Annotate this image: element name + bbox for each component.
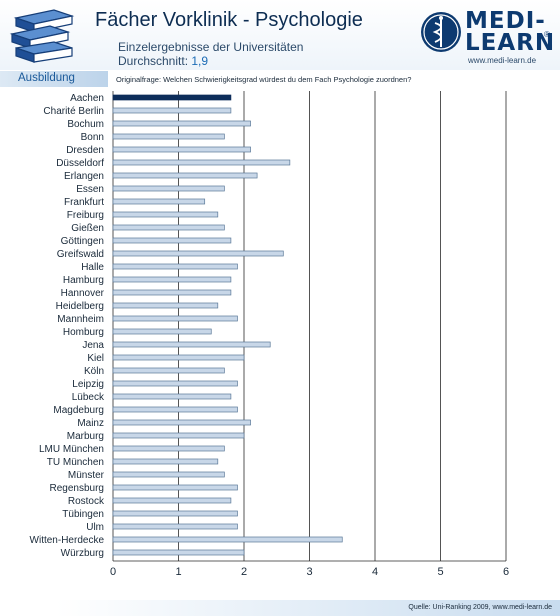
category-label: Dresden (66, 145, 104, 156)
page-title: Fächer Vorklinik - Psychologie (95, 9, 363, 31)
category-label: Münster (68, 470, 105, 481)
category-label: Homburg (63, 327, 104, 338)
logo-line1: MEDI- (465, 8, 546, 34)
bar-5 (112, 159, 291, 166)
category-label: Greifswald (57, 249, 104, 260)
logo-line2: LEARN (465, 30, 556, 56)
bar-17 (112, 315, 238, 322)
bar-34 (112, 536, 343, 543)
footer-band (0, 600, 560, 616)
bar-15 (112, 289, 232, 296)
category-label: Düsseldorf (56, 158, 104, 169)
bar-35 (112, 549, 245, 556)
category-label: Charité Berlin (43, 106, 104, 117)
average-label: Durchschnitt: (118, 54, 189, 68)
x-tick-label: 2 (241, 566, 247, 578)
bar-8 (112, 198, 206, 205)
category-label: Marburg (67, 431, 104, 442)
logo-url: www.medi-learn.de (468, 56, 537, 65)
category-label: Jena (82, 340, 104, 351)
bar-13 (112, 263, 238, 270)
medi-learn-logo: MEDI- LEARN ® www.medi-learn.de (420, 8, 556, 68)
category-label: Halle (81, 262, 104, 273)
bar-32 (112, 510, 238, 517)
page-subtitle: Einzelergebnisse der Universitäten (118, 40, 304, 54)
category-label: Tübingen (62, 509, 104, 520)
category-label: Erlangen (64, 171, 104, 182)
bar-30 (112, 484, 238, 491)
bar-29 (112, 471, 225, 478)
category-label: Heidelberg (56, 301, 104, 312)
bar-16 (112, 302, 219, 309)
category-label: Mannheim (57, 314, 104, 325)
category-label: LMU München (39, 444, 104, 455)
bar-3 (112, 133, 225, 140)
bar-0 (112, 94, 232, 101)
category-label: Freiburg (67, 210, 104, 221)
caduceus-icon (421, 12, 461, 52)
x-tick-label: 3 (306, 566, 312, 578)
category-label: Würzburg (61, 548, 104, 559)
x-tick-label: 6 (503, 566, 509, 578)
bar-12 (112, 250, 284, 257)
bar-1 (112, 107, 232, 114)
bar-6 (112, 172, 258, 179)
bar-28 (112, 458, 219, 465)
bar-10 (112, 224, 225, 231)
bar-21 (112, 367, 225, 374)
category-label: Kiel (87, 353, 104, 364)
bar-26 (112, 432, 245, 439)
bar-23 (112, 393, 232, 400)
category-label: Hamburg (63, 275, 104, 286)
bar-2 (112, 120, 251, 127)
category-label: Gießen (71, 223, 104, 234)
question-text: Originalfrage: Welchen Schwierigkeitsgra… (116, 75, 412, 84)
bar-11 (112, 237, 232, 244)
header: Fächer Vorklinik - Psychologie Einzelerg… (0, 0, 560, 70)
category-label: Rostock (68, 496, 105, 507)
category-label: Lübeck (72, 392, 105, 403)
category-label: Göttingen (61, 236, 104, 247)
bar-18 (112, 328, 212, 335)
bar-4 (112, 146, 251, 153)
x-tick-label: 1 (175, 566, 181, 578)
section-ribbon: Ausbildung (0, 71, 108, 87)
bar-31 (112, 497, 232, 504)
bar-25 (112, 419, 251, 426)
bar-chart: 0 1 2 3 4 5 6 Aachen Charité Berlin Bochum Bonn Dre… (30, 91, 509, 578)
category-label: Ulm (86, 522, 104, 533)
category-label: Frankfurt (64, 197, 104, 208)
category-label: Bonn (81, 132, 104, 143)
category-label: Köln (84, 366, 104, 377)
category-label: TU München (47, 457, 104, 468)
category-label: Regensburg (50, 483, 104, 494)
bar-22 (112, 380, 238, 387)
section-label: Ausbildung (18, 72, 75, 84)
bar-14 (112, 276, 232, 283)
category-label: Leipzig (72, 379, 104, 390)
books-icon (9, 9, 75, 63)
x-tick-label: 4 (372, 566, 378, 578)
registered-mark: ® (544, 30, 550, 39)
x-tick-label: 5 (437, 566, 443, 578)
bar-24 (112, 406, 238, 413)
category-label: Witten-Herdecke (30, 535, 105, 546)
category-label: Aachen (70, 93, 104, 104)
bar-19 (112, 341, 271, 348)
bar-9 (112, 211, 219, 218)
average-line: Durchschnitt: 1,9 (118, 54, 208, 68)
bar-20 (112, 354, 245, 361)
bar-27 (112, 445, 225, 452)
category-label: Magdeburg (53, 405, 104, 416)
category-label: Essen (76, 184, 104, 195)
category-label: Hannover (61, 288, 105, 299)
bar-7 (112, 185, 225, 192)
average-value: 1,9 (191, 54, 209, 68)
category-label: Bochum (67, 119, 104, 130)
category-label: Mainz (77, 418, 104, 429)
bar-33 (112, 523, 238, 530)
source-text: Quelle: Uni-Ranking 2009, www.medi-learn… (408, 604, 552, 611)
x-tick-label: 0 (110, 566, 116, 578)
